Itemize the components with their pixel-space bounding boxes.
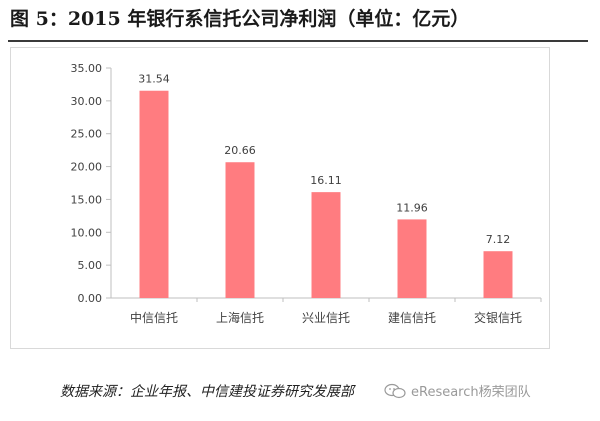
data-label: 11.96	[396, 201, 428, 214]
x-tick-label: 上海信托	[216, 310, 264, 325]
y-tick-label: 5.00	[78, 259, 103, 272]
chart-frame: 0.00 5.00 10.00 15.00 20.00 25.00 30.00 35.00 31…	[10, 47, 550, 349]
x-tick-label: 兴业信托	[302, 311, 350, 325]
y-tick-label: 30.00	[71, 95, 103, 108]
source-note: 数据来源：企业年报、中信建投证券研究发展部	[60, 384, 354, 400]
bar	[311, 192, 341, 298]
page-title: 图 5：2015 年银行系信托公司净利润（单位：亿元）	[10, 8, 470, 30]
y-tick-label: 10.00	[71, 226, 103, 239]
bar-chart: 0.00 5.00 10.00 15.00 20.00 25.00 30.00 35.00 31…	[71, 62, 542, 325]
bar	[139, 90, 169, 298]
x-tick-label: 建信信托	[388, 311, 436, 325]
title-divider	[8, 40, 588, 42]
y-tick-label: 0.00	[78, 292, 103, 305]
x-tick-label: 交银信托	[474, 310, 522, 325]
data-label: 16.11	[310, 174, 342, 187]
x-tick-label: 中信信托	[130, 310, 178, 325]
y-tick-label: 35.00	[71, 62, 103, 75]
wechat-icon	[384, 383, 406, 398]
y-tick-label: 20.00	[71, 161, 103, 174]
bar	[397, 219, 427, 298]
y-tick-label: 15.00	[71, 193, 103, 206]
bar	[483, 251, 513, 298]
y-tick-label: 25.00	[71, 128, 103, 141]
bar	[225, 162, 255, 298]
data-label: 31.54	[138, 73, 170, 86]
data-label: 20.66	[224, 144, 256, 157]
data-label: 7.12	[486, 233, 511, 246]
watermark-text: eResearch杨荣团队	[411, 385, 531, 400]
watermark: eResearch杨荣团队	[383, 381, 531, 400]
